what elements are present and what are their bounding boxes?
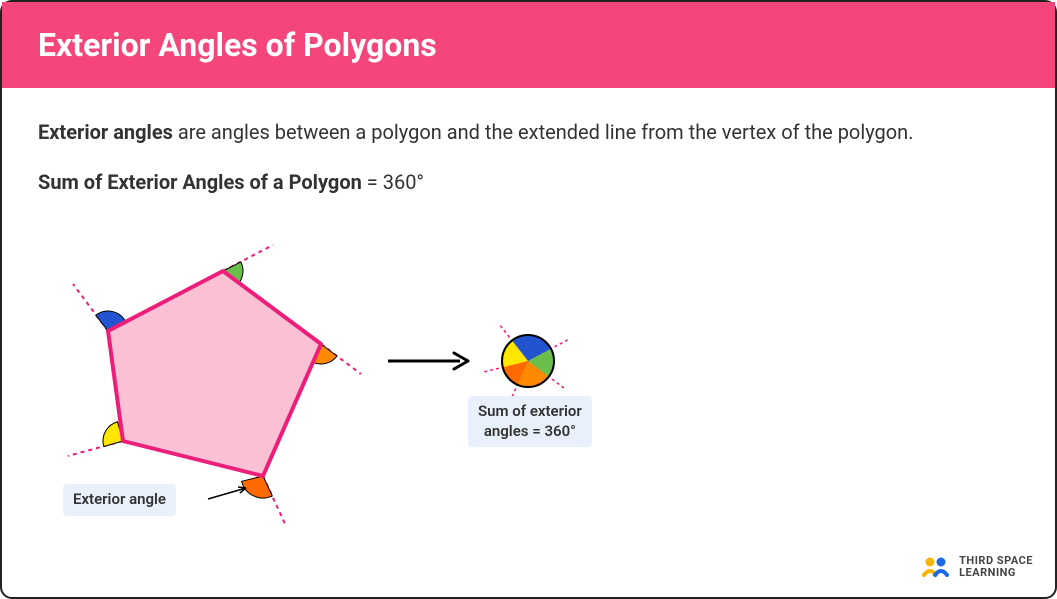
- brand-logo: THIRD SPACE LEARNING: [921, 555, 1033, 579]
- exterior-angle-label: Exterior angle: [63, 484, 176, 516]
- diagram-area: Exterior angle Sum of exterior angles = …: [38, 216, 1019, 526]
- sum-caption-line2: angles = 360°: [484, 422, 576, 440]
- exterior-angle-label-text: Exterior angle: [73, 490, 166, 508]
- content-area: Exterior angles are angles between a pol…: [2, 88, 1055, 526]
- definition-lead: Exterior angles: [38, 120, 173, 144]
- page-title: Exterior Angles of Polygons: [38, 26, 437, 64]
- logo-text: THIRD SPACE LEARNING: [959, 555, 1033, 579]
- sum-caption-label: Sum of exterior angles = 360°: [468, 396, 592, 447]
- formula-lead: Sum of Exterior Angles of a Polygon: [38, 170, 362, 194]
- definition-text: Exterior angles are angles between a pol…: [38, 116, 1019, 148]
- formula-text: Sum of Exterior Angles of a Polygon = 36…: [38, 166, 1019, 198]
- definition-rest: are angles between a polygon and the ext…: [173, 120, 914, 144]
- formula-rest: = 360°: [362, 170, 424, 194]
- sum-caption-line1: Sum of exterior: [478, 402, 582, 420]
- logo-line2: LEARNING: [959, 567, 1033, 579]
- logo-icon: [921, 555, 951, 579]
- header-bar: Exterior Angles of Polygons: [2, 2, 1055, 88]
